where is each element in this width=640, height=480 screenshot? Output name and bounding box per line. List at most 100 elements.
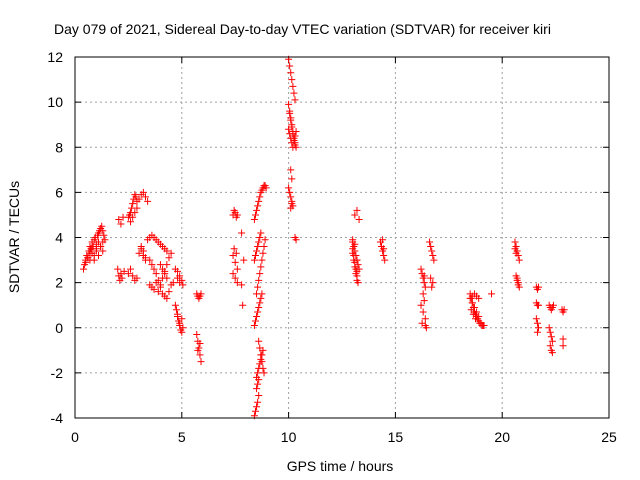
- data-point: [154, 288, 162, 296]
- data-point: [165, 254, 173, 262]
- data-point: [174, 312, 182, 320]
- data-point: [355, 215, 363, 223]
- data-point: [429, 279, 437, 287]
- data-point: [156, 283, 164, 291]
- data-point: [514, 279, 522, 287]
- data-point: [511, 238, 519, 246]
- data-point: [256, 344, 264, 352]
- y-tick-label: -4: [51, 410, 64, 426]
- data-point: [253, 403, 261, 411]
- data-point: [428, 247, 436, 255]
- data-point: [233, 211, 241, 219]
- data-point: [90, 256, 98, 264]
- data-point: [290, 136, 298, 144]
- data-point: [381, 256, 389, 264]
- data-point: [139, 188, 147, 196]
- x-axis-label: GPS time / hours: [287, 458, 394, 474]
- data-point: [258, 256, 266, 264]
- data-point: [253, 247, 261, 255]
- y-tick-label: 4: [55, 230, 63, 246]
- data-point: [533, 328, 541, 336]
- data-point: [82, 258, 90, 266]
- data-point: [152, 279, 160, 287]
- data-point: [287, 69, 295, 77]
- data-point: [549, 301, 557, 309]
- data-point: [238, 229, 246, 237]
- data-point: [254, 243, 262, 251]
- data-point: [290, 89, 298, 97]
- data-point: [156, 261, 164, 269]
- y-axis-label: SDTVAR / TECUs: [6, 181, 22, 293]
- data-point: [253, 206, 261, 214]
- x-tick-label: 25: [601, 429, 617, 445]
- data-point: [545, 324, 553, 332]
- data-point: [99, 238, 107, 246]
- data-point: [353, 256, 361, 264]
- data-point: [194, 346, 202, 354]
- data-point: [532, 315, 540, 323]
- data-point: [351, 240, 359, 248]
- y-tick-label: 0: [55, 320, 63, 336]
- data-point: [165, 288, 173, 296]
- data-point: [421, 283, 429, 291]
- data-point: [88, 243, 96, 251]
- data-point: [148, 261, 156, 269]
- data-point: [515, 256, 523, 264]
- data-point: [289, 82, 297, 90]
- data-points: [80, 55, 568, 420]
- data-point: [196, 351, 204, 359]
- data-point: [260, 243, 268, 251]
- data-point: [287, 193, 295, 201]
- data-point: [353, 206, 361, 214]
- data-point: [547, 333, 555, 341]
- data-point: [233, 279, 241, 287]
- data-point: [118, 274, 126, 282]
- data-point: [88, 249, 96, 257]
- data-point: [172, 306, 180, 314]
- data-point: [256, 299, 264, 307]
- data-point: [251, 211, 259, 219]
- data-point: [167, 249, 175, 257]
- data-point: [178, 315, 186, 323]
- data-point: [231, 274, 239, 282]
- data-point: [159, 265, 167, 273]
- data-point: [286, 62, 294, 70]
- data-point: [230, 245, 238, 253]
- data-point: [288, 175, 296, 183]
- data-point: [257, 351, 265, 359]
- data-point: [255, 391, 263, 399]
- data-point: [251, 407, 259, 415]
- data-point: [178, 328, 186, 336]
- data-point: [179, 324, 187, 332]
- data-point: [351, 211, 359, 219]
- x-tick-label: 10: [281, 429, 297, 445]
- x-tick-label: 5: [178, 429, 186, 445]
- data-point: [285, 100, 293, 108]
- data-point: [240, 256, 248, 264]
- data-point: [239, 301, 247, 309]
- data-point: [427, 274, 435, 282]
- data-point: [256, 193, 264, 201]
- data-point: [254, 380, 262, 388]
- data-point: [196, 340, 204, 348]
- grid: [75, 57, 609, 418]
- data-point: [254, 308, 262, 316]
- data-point: [174, 267, 182, 275]
- data-point: [197, 290, 205, 298]
- data-point: [256, 234, 264, 241]
- data-point: [114, 265, 122, 273]
- data-point: [292, 236, 300, 244]
- data-point: [255, 337, 263, 345]
- data-point: [257, 294, 265, 302]
- data-point: [150, 285, 158, 293]
- data-point: [380, 245, 388, 253]
- data-point: [467, 306, 475, 314]
- data-point: [251, 317, 259, 325]
- data-point: [233, 265, 241, 273]
- data-point: [129, 200, 137, 208]
- data-point: [422, 324, 430, 332]
- data-point: [515, 283, 523, 291]
- data-point: [135, 249, 143, 257]
- data-point: [129, 272, 137, 280]
- data-point: [94, 252, 102, 260]
